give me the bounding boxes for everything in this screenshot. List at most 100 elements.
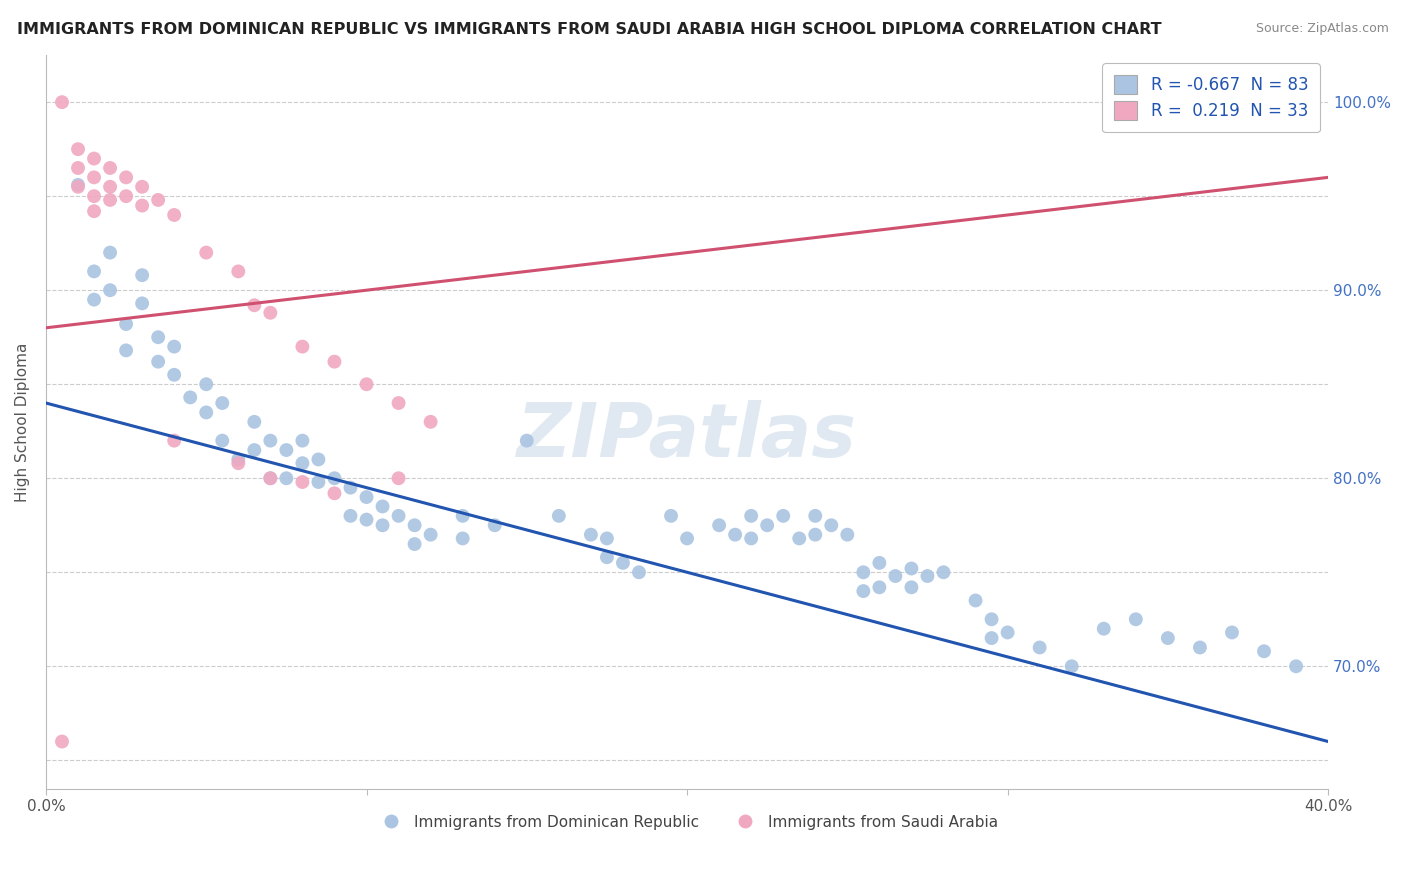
Point [612, 556, 634, 570]
Point [724, 527, 747, 541]
Point [1060, 659, 1083, 673]
Point [1157, 631, 1180, 645]
Point [211, 434, 233, 448]
Point [163, 434, 186, 448]
Point [997, 625, 1019, 640]
Point [226, 456, 249, 470]
Point [339, 508, 361, 523]
Point [1220, 625, 1243, 640]
Point [356, 490, 378, 504]
Point [98, 283, 121, 297]
Point [868, 556, 890, 570]
Point [804, 508, 827, 523]
Point [932, 566, 955, 580]
Point [387, 508, 409, 523]
Point [516, 434, 538, 448]
Point [820, 518, 842, 533]
Point [484, 518, 506, 533]
Point [356, 377, 378, 392]
Point [83, 204, 105, 219]
Point [579, 527, 602, 541]
Point [98, 193, 121, 207]
Point [772, 508, 794, 523]
Point [596, 550, 619, 565]
Point [404, 518, 426, 533]
Point [163, 368, 186, 382]
Point [547, 508, 569, 523]
Point [868, 580, 890, 594]
Point [163, 208, 186, 222]
Point [115, 317, 138, 331]
Point [323, 354, 346, 368]
Point [356, 513, 378, 527]
Point [1253, 644, 1275, 658]
Point [243, 298, 266, 312]
Point [211, 396, 233, 410]
Point [884, 569, 907, 583]
Point [787, 532, 810, 546]
Point [659, 508, 682, 523]
Point [1092, 622, 1115, 636]
Point [259, 306, 281, 320]
Point [83, 264, 105, 278]
Point [115, 343, 138, 358]
Point [451, 508, 474, 523]
Point [451, 532, 474, 546]
Point [195, 405, 218, 419]
Point [131, 179, 153, 194]
Point [98, 245, 121, 260]
Point [627, 566, 650, 580]
Point [276, 443, 298, 458]
Point [98, 179, 121, 194]
Point [243, 443, 266, 458]
Point [339, 481, 361, 495]
Point [965, 593, 987, 607]
Point [291, 434, 314, 448]
Point [852, 566, 875, 580]
Point [1028, 640, 1050, 655]
Point [804, 527, 827, 541]
Point [259, 471, 281, 485]
Point [323, 471, 346, 485]
Point [756, 518, 779, 533]
Point [195, 377, 218, 392]
Point [740, 508, 762, 523]
Point [917, 569, 939, 583]
Point [195, 245, 218, 260]
Point [307, 475, 329, 489]
Point [83, 152, 105, 166]
Point [323, 486, 346, 500]
Point [371, 500, 394, 514]
Point [115, 189, 138, 203]
Point [980, 612, 1002, 626]
Point [676, 532, 699, 546]
Point [852, 584, 875, 599]
Point [51, 95, 73, 110]
Point [163, 340, 186, 354]
Point [1285, 659, 1308, 673]
Point [387, 471, 409, 485]
Point [146, 330, 169, 344]
Point [131, 268, 153, 282]
Point [66, 161, 89, 175]
Point [291, 475, 314, 489]
Point [146, 193, 169, 207]
Point [1125, 612, 1147, 626]
Point [419, 527, 441, 541]
Point [179, 391, 201, 405]
Point [98, 161, 121, 175]
Point [259, 434, 281, 448]
Point [146, 354, 169, 368]
Point [83, 170, 105, 185]
Point [900, 561, 922, 575]
Point [387, 396, 409, 410]
Point [66, 142, 89, 156]
Point [596, 532, 619, 546]
Legend: Immigrants from Dominican Republic, Immigrants from Saudi Arabia: Immigrants from Dominican Republic, Immi… [370, 809, 1004, 836]
Point [115, 170, 138, 185]
Point [83, 189, 105, 203]
Point [66, 178, 89, 192]
Point [404, 537, 426, 551]
Point [66, 179, 89, 194]
Point [259, 471, 281, 485]
